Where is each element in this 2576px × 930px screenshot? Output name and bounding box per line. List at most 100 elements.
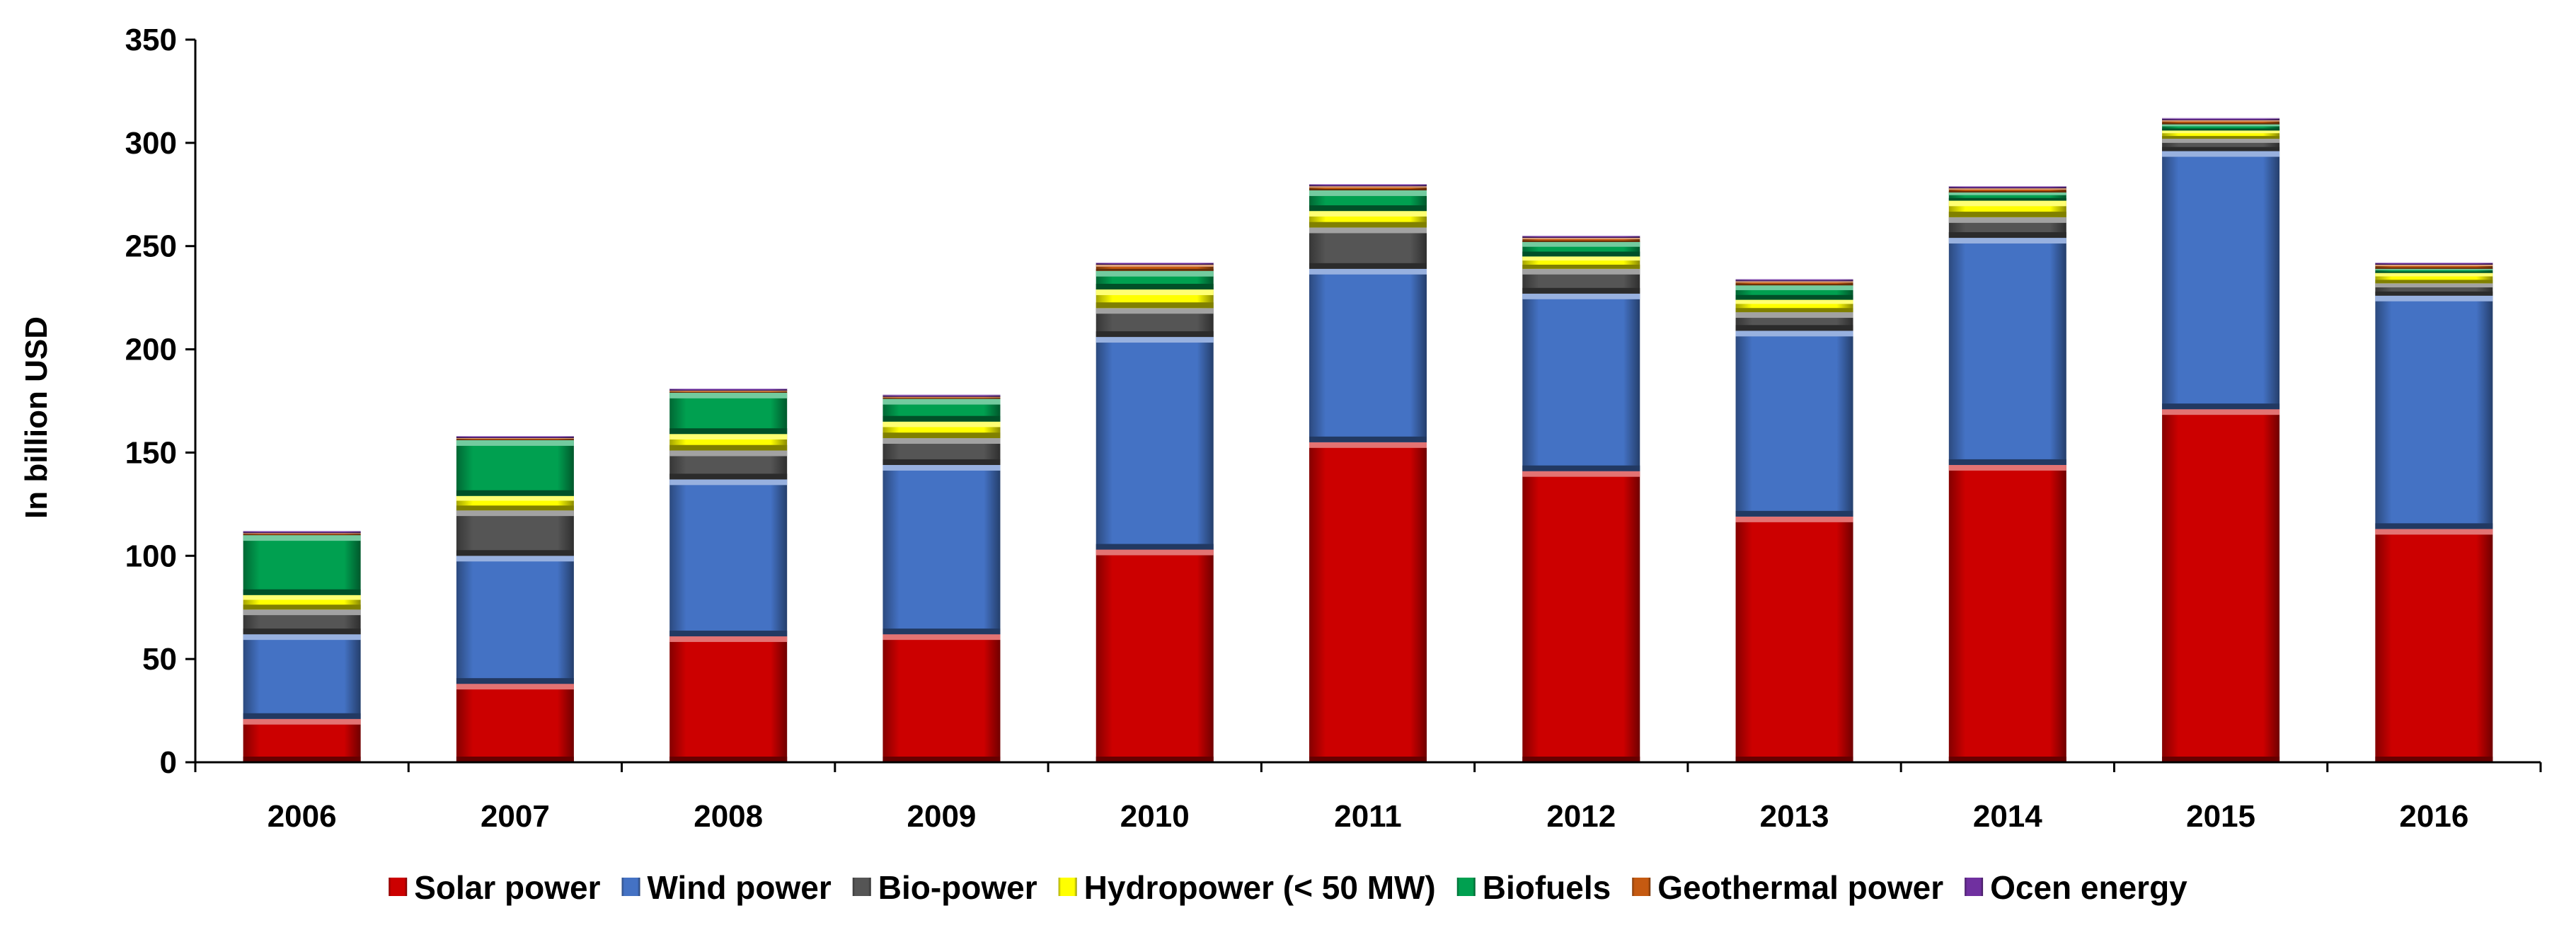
bar-bottom-bevel-bio-power-2006 [243, 628, 361, 635]
bar-solar-power-2014 [1948, 464, 2066, 762]
legend-item-solar-power: Solar power [389, 869, 601, 906]
bar-solar-power-2010 [1096, 549, 1214, 762]
bar-ocen-energy-2012 [1522, 236, 1640, 239]
bar-biofuels-2008 [669, 392, 788, 435]
bar-bottom-bevel-biofuels-2014 [1948, 197, 2066, 201]
bar-bottom-bevel-wind-power-2009 [882, 628, 1001, 635]
bar-bottom-bevel-geothermal-power-2016 [2375, 267, 2493, 269]
bar-top-bevel-solar-power-2012 [1522, 471, 1640, 477]
y-tick-label: 350 [125, 23, 177, 57]
bar-top-bevel-bio-power-2015 [2162, 139, 2280, 143]
bar-top-bevel-bio-power-2006 [243, 609, 361, 616]
legend-swatch [852, 878, 871, 896]
legend-item-biofuels: Biofuels [1456, 869, 1611, 906]
bar-solar-power-2015 [2162, 409, 2280, 762]
bar-bottom-bevel-solar-power-2014 [1948, 757, 2066, 762]
bar-bottom-bevel-bio-power-2010 [1096, 331, 1214, 338]
bar-top-bevel-hydropower-50-mw-2008 [669, 434, 788, 440]
bar-bottom-bevel-geothermal-power-2012 [1522, 240, 1640, 242]
bar-bottom-bevel-geothermal-power-2014 [1948, 190, 2066, 193]
bar-top-bevel-ocen-energy-2006 [243, 531, 361, 532]
legend-label: Hydropower (< 50 MW) [1084, 869, 1436, 906]
bar-wind-power-2015 [2162, 151, 2280, 410]
y-tick-label: 300 [125, 126, 177, 161]
bar-bottom-bevel-biofuels-2006 [243, 589, 361, 595]
bar-bottom-bevel-biofuels-2011 [1309, 205, 1427, 212]
bar-solar-power-2007 [456, 684, 574, 762]
y-tick-label: 200 [125, 333, 177, 367]
bar-top-bevel-bio-power-2012 [1522, 268, 1640, 275]
bar-bottom-bevel-wind-power-2008 [669, 631, 788, 637]
x-tick-label: 2007 [481, 799, 550, 834]
bar-top-bevel-biofuels-2007 [456, 440, 574, 446]
bar-bottom-bevel-ocen-energy-2008 [669, 389, 788, 391]
bar-bottom-bevel-geothermal-power-2011 [1309, 189, 1427, 190]
legend-swatch [621, 878, 640, 896]
x-tick-label: 2016 [2399, 799, 2468, 834]
bar-bottom-bevel-bio-power-2014 [1948, 232, 2066, 239]
bar-top-bevel-hydropower-50-mw-2014 [1948, 200, 2066, 207]
bar-top-bevel-biofuels-2016 [2375, 268, 2493, 270]
bar-wind-power-2008 [669, 479, 788, 637]
bar-bottom-bevel-solar-power-2008 [669, 757, 788, 762]
bar-top-bevel-geothermal-power-2010 [1096, 264, 1214, 267]
bar-bottom-bevel-solar-power-2012 [1522, 757, 1640, 762]
bar-bottom-bevel-hydropower-50-mw-2016 [2375, 280, 2493, 284]
legend-swatch [1965, 878, 1984, 896]
bar-top-bevel-wind-power-2008 [669, 479, 788, 486]
bar-wind-power-2012 [1522, 293, 1640, 471]
bar-top-bevel-solar-power-2015 [2162, 409, 2280, 415]
bar-bottom-bevel-biofuels-2008 [669, 428, 788, 435]
bar-bottom-bevel-wind-power-2006 [243, 713, 361, 719]
legend-label: Geothermal power [1657, 869, 1943, 906]
bar-solar-power-2011 [1309, 442, 1427, 762]
bar-top-bevel-biofuels-2009 [882, 398, 1001, 405]
bar-geothermal-power-2009 [882, 396, 1001, 399]
bar-bottom-bevel-solar-power-2013 [1735, 757, 1853, 762]
bar-solar-power-2016 [2375, 529, 2493, 762]
bar-bottom-bevel-bio-power-2011 [1309, 263, 1427, 269]
bar-top-bevel-wind-power-2009 [882, 464, 1001, 471]
bar-top-bevel-hydropower-50-mw-2012 [1522, 256, 1640, 261]
bar-bottom-bevel-hydropower-50-mw-2014 [1948, 212, 2066, 217]
bar-bottom-bevel-biofuels-2007 [456, 490, 574, 496]
x-tick-label: 2013 [1760, 799, 1829, 834]
bar-bottom-bevel-solar-power-2016 [2375, 757, 2493, 762]
bar-top-bevel-biofuels-2015 [2162, 124, 2280, 127]
bar-top-bevel-hydropower-50-mw-2013 [1735, 299, 1853, 304]
bar-top-bevel-geothermal-power-2011 [1309, 186, 1427, 188]
bar-ocen-energy-2013 [1735, 279, 1853, 282]
bar-bottom-bevel-biofuels-2009 [882, 415, 1001, 422]
bar-top-bevel-wind-power-2006 [243, 634, 361, 641]
bar-bottom-bevel-hydropower-50-mw-2007 [456, 505, 574, 511]
bar-ocen-energy-2009 [882, 394, 1001, 397]
bar-bottom-bevel-wind-power-2007 [456, 678, 574, 684]
bar-solar-power-2012 [1522, 471, 1640, 762]
bar-geothermal-power-2015 [2162, 120, 2280, 125]
legend-item-ocen-energy: Ocen energy [1965, 869, 2187, 906]
bar-bottom-bevel-hydropower-50-mw-2010 [1096, 302, 1214, 309]
bar-bottom-bevel-ocen-energy-2006 [243, 532, 361, 534]
bar-geothermal-power-2014 [1948, 188, 2066, 193]
bar-top-bevel-biofuels-2013 [1735, 285, 1853, 290]
bar-top-bevel-wind-power-2010 [1096, 337, 1214, 343]
y-tick-label: 0 [160, 745, 177, 780]
bar-top-bevel-hydropower-50-mw-2015 [2162, 130, 2280, 134]
bar-top-bevel-solar-power-2014 [1948, 464, 2066, 471]
bar-bottom-bevel-solar-power-2009 [882, 757, 1001, 762]
bar-bottom-bevel-biofuels-2010 [1096, 283, 1214, 289]
bar-hydropower-50-mw-2015 [2162, 130, 2280, 139]
bar-bottom-bevel-biofuels-2012 [1522, 251, 1640, 257]
bar-bottom-bevel-bio-power-2008 [669, 473, 788, 480]
bar-bottom-bevel-wind-power-2015 [2162, 403, 2280, 410]
bar-top-bevel-geothermal-power-2009 [882, 396, 1001, 398]
bar-geothermal-power-2010 [1096, 264, 1214, 271]
bar-top-bevel-wind-power-2011 [1309, 268, 1427, 275]
legend-swatch [1058, 878, 1077, 896]
bar-top-bevel-solar-power-2006 [243, 718, 361, 725]
bar-top-bevel-hydropower-50-mw-2011 [1309, 211, 1427, 217]
bar-top-bevel-hydropower-50-mw-2007 [456, 495, 574, 501]
bar-bottom-bevel-wind-power-2012 [1522, 465, 1640, 471]
bar-geothermal-power-2007 [456, 438, 574, 440]
